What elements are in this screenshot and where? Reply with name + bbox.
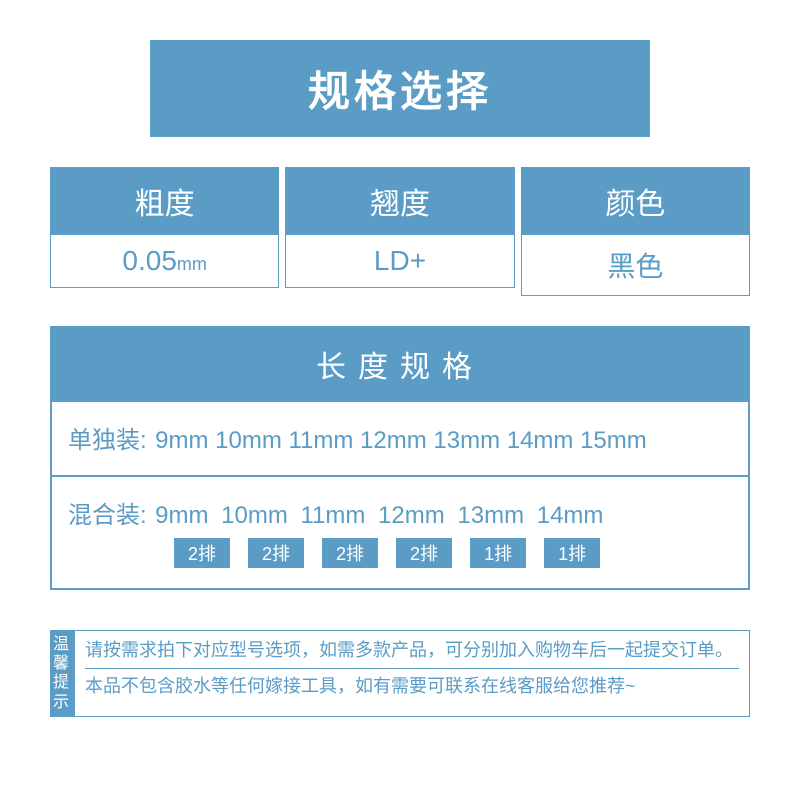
spec-header-color: 颜色: [521, 167, 750, 235]
length-row-single: 单独装: 9mm 10mm 11mm 12mm 13mm 14mm 15mm: [52, 400, 748, 475]
length-header: 长度规格: [52, 328, 748, 400]
tips-box: 温馨提示 请按需求拍下对应型号选项，如需多款产品，可分别加入购物车后一起提交订单…: [50, 630, 750, 717]
tips-content: 请按需求拍下对应型号选项，如需多款产品，可分别加入购物车后一起提交订单。 本品不…: [75, 631, 749, 716]
spec-col-curl: 翘度 LD+: [285, 167, 514, 296]
spec-col-thickness: 粗度 0.05mm: [50, 167, 279, 296]
badge-0: 2排: [174, 538, 230, 568]
thickness-number: 0.05: [122, 245, 177, 276]
badge-1: 2排: [248, 538, 304, 568]
spec-col-color: 颜色 黑色: [521, 167, 750, 296]
badge-5: 1排: [544, 538, 600, 568]
spec-value-color: 黑色: [521, 235, 750, 296]
tips-line1: 请按需求拍下对应型号选项，如需多款产品，可分别加入购物车后一起提交订单。: [85, 637, 739, 664]
spec-value-curl: LD+: [285, 235, 514, 288]
length-row-mixed: 混合装: 9mm 10mm 11mm 12mm 13mm 14mm 2排 2排 …: [52, 475, 748, 588]
thickness-unit: mm: [177, 254, 207, 274]
mixed-label: 混合装:: [68, 502, 147, 529]
title-banner: 规格选择: [150, 40, 650, 137]
tips-line2: 本品不包含胶水等任何嫁接工具，如有需要可联系在线客服给您推荐~: [85, 668, 739, 700]
tips-label: 温馨提示: [51, 631, 75, 716]
mixed-badges: 2排 2排 2排 2排 1排 1排: [174, 538, 732, 568]
badge-3: 2排: [396, 538, 452, 568]
spec-header-thickness: 粗度: [50, 167, 279, 235]
badge-2: 2排: [322, 538, 378, 568]
spec-header-curl: 翘度: [285, 167, 514, 235]
tips-label-text: 温馨提示: [53, 635, 73, 712]
single-label: 单独装:: [68, 427, 147, 454]
mixed-values: 9mm 10mm 11mm 12mm 13mm 14mm: [155, 502, 603, 529]
spec-value-thickness: 0.05mm: [50, 235, 279, 288]
badge-4: 1排: [470, 538, 526, 568]
spec-table: 粗度 0.05mm 翘度 LD+ 颜色 黑色: [50, 167, 750, 296]
length-section: 长度规格 单独装: 9mm 10mm 11mm 12mm 13mm 14mm 1…: [50, 326, 750, 590]
single-values: 9mm 10mm 11mm 12mm 13mm 14mm 15mm: [155, 427, 647, 454]
